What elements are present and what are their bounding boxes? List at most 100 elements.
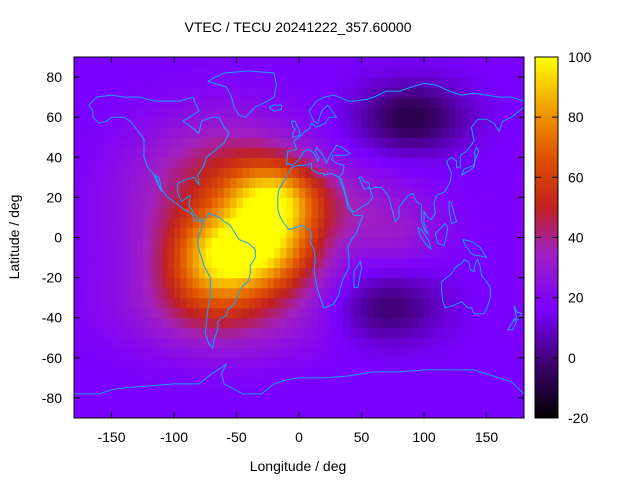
- heatmap-cell: [330, 167, 338, 178]
- heatmap-cell: [117, 317, 125, 329]
- heatmap-cell: [374, 107, 381, 118]
- heatmap-cell: [224, 347, 231, 359]
- heatmap-cell: [317, 117, 325, 128]
- heatmap-cell: [324, 387, 331, 399]
- heatmap-cell: [117, 197, 125, 209]
- heatmap-cell: [136, 237, 144, 249]
- heatmap-cell: [124, 327, 131, 339]
- heatmap-cell: [461, 157, 469, 168]
- heatmap-cell: [186, 287, 194, 299]
- heatmap-cell: [92, 67, 100, 78]
- heatmap-cell: [199, 107, 206, 118]
- heatmap-cell: [317, 227, 325, 239]
- colorbar-tick-label: 20: [568, 290, 584, 306]
- heatmap-cell: [192, 407, 200, 418]
- heatmap-cell: [411, 187, 419, 198]
- heatmap-cell: [92, 127, 100, 138]
- heatmap-cell: [192, 317, 200, 329]
- heatmap-cell: [386, 157, 394, 168]
- heatmap-cell: [449, 197, 456, 209]
- heatmap-cell: [80, 157, 88, 168]
- heatmap-cell: [430, 307, 438, 319]
- heatmap-cell: [330, 357, 338, 369]
- heatmap-cell: [142, 367, 150, 379]
- heatmap-cell: [386, 217, 394, 229]
- heatmap-cell: [286, 117, 294, 128]
- heatmap-cell: [311, 57, 319, 68]
- heatmap-cell: [205, 317, 213, 329]
- heatmap-cell: [417, 77, 425, 88]
- heatmap-cell: [267, 187, 275, 198]
- heatmap-cell: [105, 397, 113, 409]
- heatmap-cell: [274, 177, 281, 188]
- heatmap-cell: [230, 337, 238, 349]
- heatmap-cell: [230, 107, 238, 118]
- heatmap-cell: [274, 287, 281, 299]
- heatmap-cell: [274, 237, 281, 249]
- heatmap-cell: [374, 257, 381, 269]
- heatmap-cell: [517, 127, 524, 138]
- heatmap-cell: [286, 317, 294, 329]
- heatmap-cell: [199, 327, 206, 339]
- heatmap-cell: [117, 187, 125, 198]
- heatmap-cell: [424, 357, 431, 369]
- heatmap-cell: [136, 157, 144, 168]
- heatmap-cell: [261, 167, 269, 178]
- heatmap-cell: [461, 397, 469, 409]
- heatmap-cell: [449, 297, 456, 309]
- heatmap-cell: [217, 167, 225, 178]
- heatmap-cell: [367, 87, 375, 98]
- heatmap-cell: [92, 97, 100, 108]
- heatmap-cell: [180, 77, 188, 88]
- heatmap-cell: [492, 407, 500, 418]
- heatmap-cell: [317, 317, 325, 329]
- heatmap-cell: [186, 247, 194, 259]
- heatmap-cell: [136, 187, 144, 198]
- heatmap-cell: [386, 297, 394, 309]
- heatmap-cell: [467, 237, 475, 249]
- heatmap-cell: [142, 107, 150, 118]
- heatmap-cell: [180, 67, 188, 78]
- heatmap-cell: [80, 407, 88, 418]
- heatmap-cell: [286, 377, 294, 389]
- heatmap-cell: [492, 237, 500, 249]
- heatmap-cell: [174, 147, 181, 158]
- heatmap-cell: [436, 77, 444, 88]
- heatmap-cell: [492, 177, 500, 188]
- heatmap-cell: [217, 267, 225, 279]
- heatmap-cell: [342, 347, 350, 359]
- heatmap-cell: [180, 137, 188, 148]
- heatmap-cell: [324, 57, 331, 68]
- heatmap-cell: [330, 307, 338, 319]
- heatmap-cell: [236, 337, 244, 349]
- heatmap-cell: [111, 407, 119, 418]
- heatmap-cell: [474, 187, 481, 198]
- heatmap-cell: [280, 127, 288, 138]
- heatmap-cell: [205, 217, 213, 229]
- heatmap-cell: [267, 217, 275, 229]
- heatmap-cell: [274, 167, 281, 178]
- heatmap-cell: [130, 307, 138, 319]
- heatmap-cell: [449, 227, 456, 239]
- heatmap-cell: [480, 117, 488, 128]
- heatmap-cell: [217, 367, 225, 379]
- heatmap-cell: [124, 107, 131, 118]
- heatmap-cell: [349, 367, 356, 379]
- heatmap-cell: [186, 157, 194, 168]
- heatmap-cell: [286, 267, 294, 279]
- heatmap-cell: [324, 97, 331, 108]
- heatmap-cell: [411, 297, 419, 309]
- heatmap-cell: [392, 187, 400, 198]
- heatmap-cell: [399, 87, 406, 98]
- heatmap-cell: [199, 267, 206, 279]
- heatmap-cell: [361, 267, 369, 279]
- heatmap-cell: [361, 377, 369, 389]
- heatmap-cell: [449, 147, 456, 158]
- heatmap-cell: [317, 177, 325, 188]
- heatmap-cell: [436, 117, 444, 128]
- heatmap-cell: [242, 157, 250, 168]
- x-tick-label: -100: [160, 429, 188, 445]
- y-tick-label: 0: [54, 230, 62, 246]
- heatmap-cell: [155, 297, 163, 309]
- heatmap-cell: [117, 307, 125, 319]
